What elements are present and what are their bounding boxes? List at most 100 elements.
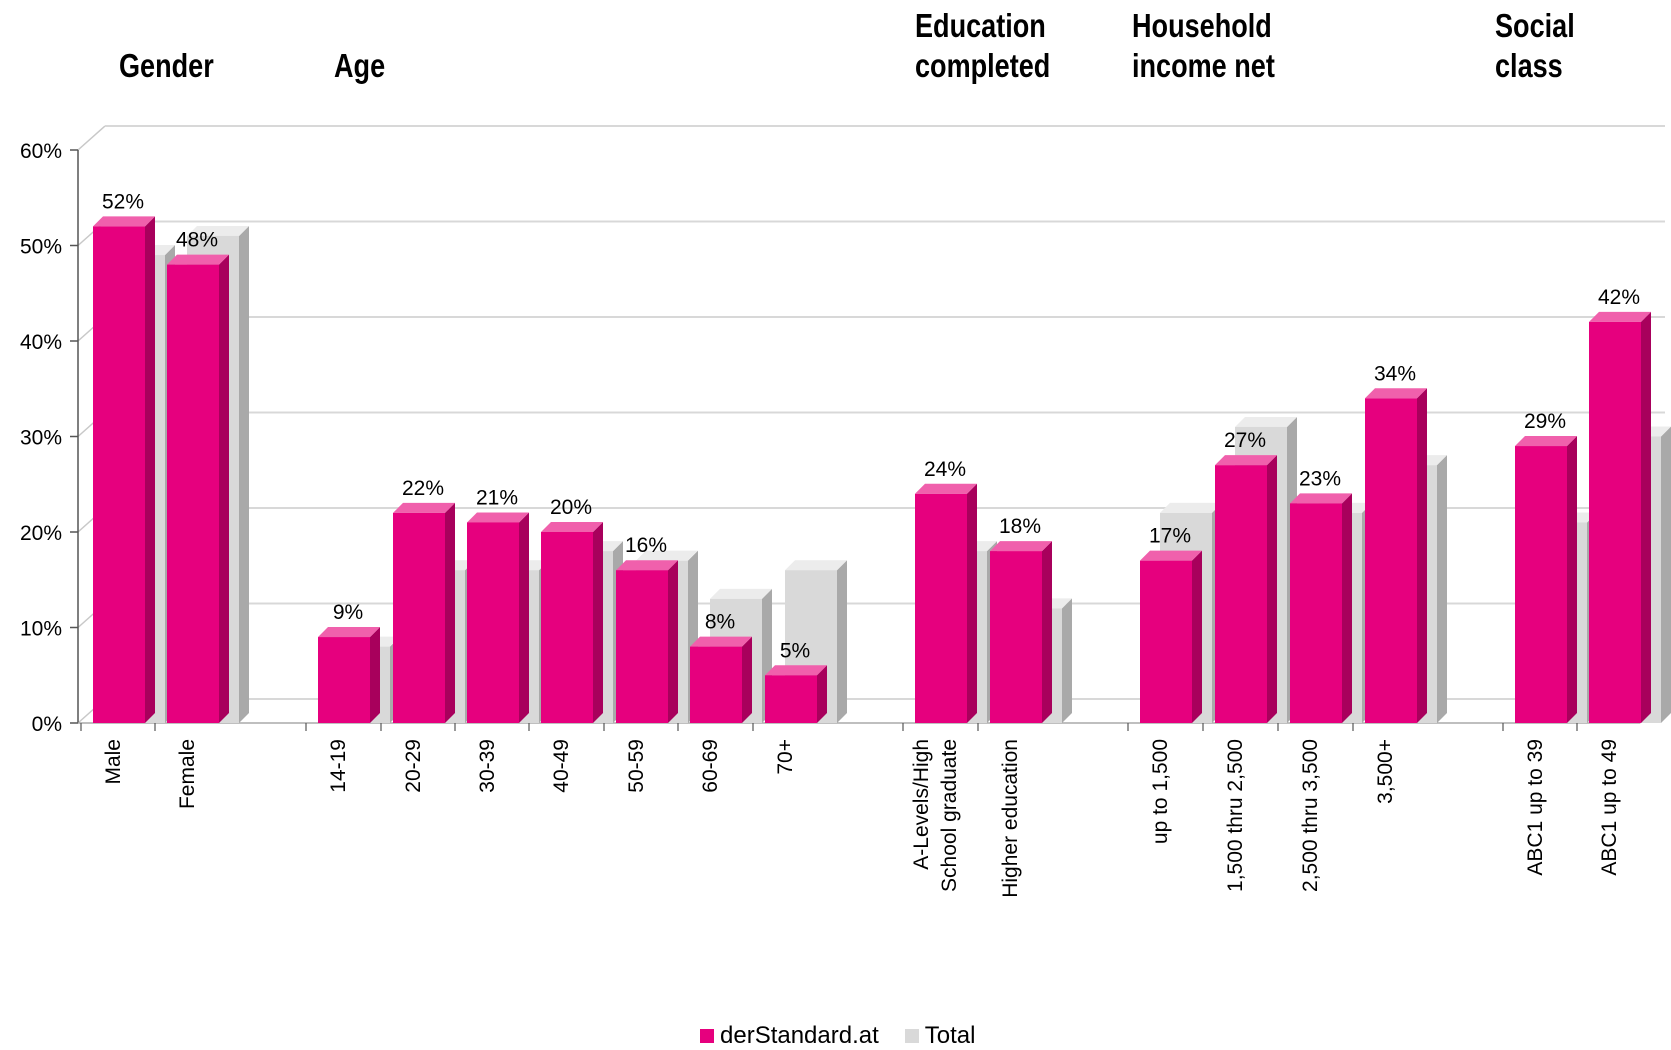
data-label: 52% [102,190,144,213]
bar-total-14-side [1437,455,1447,723]
group-title-line: completed [915,47,1051,84]
data-labels: 52% 48% 9% 22% 21% 20% 16% 8% 5% 24% 18% 17% 27% 23% 3… [102,190,1640,662]
bar-derstandard-3-top [393,502,455,513]
bar-total-7-top [710,588,772,599]
legend: derStandard.at Total [700,1022,993,1050]
bar-derstandard-11 [1140,550,1202,723]
bar-derstandard-2-top [318,627,380,638]
bar-derstandard-3-side [445,502,455,723]
bar-derstandard-5-top [541,522,603,532]
bar-derstandard-16 [1589,311,1651,723]
bar-derstandard-0-front [93,226,145,723]
x-category-label: A-Levels/High [910,739,933,870]
data-label: 42% [1598,286,1640,309]
bar-derstandard-9 [915,483,977,723]
y-tick-label: 20% [20,522,62,545]
data-label: 9% [333,601,363,624]
data-label: 17% [1149,525,1191,548]
bar-derstandard-9-front [915,493,967,723]
legend-item-total: Total [904,1022,976,1050]
x-category-label: up to 1,500 [1149,739,1172,844]
bar-derstandard-5-front [541,532,593,723]
bars [93,216,1671,724]
gridline-diagonal-6 [77,125,106,151]
bar-derstandard-0-top [93,216,155,227]
bar-total-1-top [187,225,249,236]
bar-derstandard-8-side [817,665,827,723]
data-label: 34% [1374,362,1416,385]
bar-derstandard-1-side [219,254,229,723]
bar-derstandard-2-side [370,627,380,723]
bar-derstandard-0 [93,216,155,723]
bar-derstandard-8-front [765,675,817,723]
bar-derstandard-14-side [1417,388,1427,723]
legend-label-derstandard: derStandard.at [720,1022,879,1049]
data-label: 21% [476,486,518,509]
bar-derstandard-8 [765,665,827,723]
y-tick-label: 60% [20,140,62,163]
group-title-line: Social [1495,7,1575,44]
legend-label-total: Total [924,1022,976,1049]
bar-derstandard-7 [690,636,752,723]
bar-derstandard-2-front [318,637,370,723]
bar-total-8-top [785,560,847,571]
x-category-label: 30-39 [476,739,499,793]
x-category-label: 20-29 [402,739,425,793]
y-tick-label: 40% [20,331,62,354]
bar-derstandard-12-front [1215,465,1267,723]
bar-derstandard-3-front [393,512,445,723]
bar-total-6-top [636,550,698,561]
group-title-line: Gender [119,47,214,84]
bar-total-8-side [837,560,847,723]
group-title-line: class [1495,47,1563,84]
x-axis-labels: Male Female 14-19 20-29 30-39 40-49 50-59 60-69… [102,739,1621,898]
x-category-label: 40-49 [550,739,573,793]
bar-derstandard-6-side [668,560,678,723]
data-label: 8% [705,611,735,634]
bar-total-1-side [239,225,249,723]
legend-item-derstandard: derStandard.at [700,1022,879,1050]
x-category-label: Higher education [999,739,1022,898]
bar-derstandard-14-top [1365,388,1427,399]
bar-derstandard-2 [318,627,380,723]
group-title: Age [334,46,385,86]
bar-derstandard-12-top [1215,455,1277,466]
x-category-label: 60-69 [699,739,722,793]
group-title: Gender [119,46,214,86]
group-title-line: Education [915,7,1046,44]
data-label: 5% [780,639,810,662]
bar-derstandard-16-front [1589,321,1641,723]
bar-derstandard-10-top [990,541,1052,552]
x-category-label: ABC1 up to 39 [1524,739,1547,876]
bar-derstandard-7-side [742,636,752,723]
bar-derstandard-5 [541,522,603,723]
bar-derstandard-15-front [1515,446,1567,723]
group-title-line: Age [334,47,386,84]
bar-derstandard-12-side [1267,455,1277,723]
legend-swatch-total [904,1029,919,1043]
x-category-label: 14-19 [327,739,350,793]
data-label: 20% [550,496,592,519]
group-title-line: income net [1132,47,1275,84]
bar-derstandard-14-front [1365,398,1417,723]
x-category-label: Male [102,739,125,785]
x-category-label: 50-59 [625,739,648,793]
data-label: 29% [1524,410,1566,433]
bar-derstandard-5-side [593,522,603,723]
x-category-label: 2,500 thru 3,500 [1299,739,1322,892]
bar-derstandard-6-top [616,560,678,571]
group-title: Education completed [915,6,1050,86]
bar-derstandard-4-front [467,522,519,723]
bar-derstandard-16-side [1641,311,1651,723]
bar-derstandard-6 [616,560,678,723]
x-category-label: ABC1 up to 49 [1598,739,1621,876]
bar-derstandard-11-front [1140,560,1192,723]
bar-derstandard-8-top [765,665,827,676]
bar-derstandard-7-top [690,636,752,647]
bar-derstandard-13-front [1290,503,1342,723]
data-label: 22% [402,477,444,500]
bar-derstandard-0-side [145,216,155,723]
y-tick-label: 30% [20,427,62,450]
group-title-line: Household [1132,7,1272,44]
